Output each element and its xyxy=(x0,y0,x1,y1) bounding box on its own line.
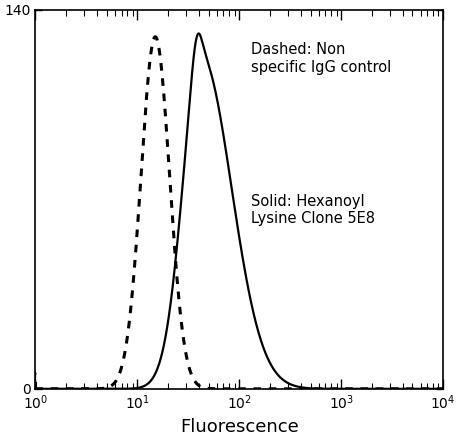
Text: Dashed: Non
specific IgG control: Dashed: Non specific IgG control xyxy=(250,42,390,74)
Text: Solid: Hexanoyl
Lysine Clone 5E8: Solid: Hexanoyl Lysine Clone 5E8 xyxy=(250,194,374,226)
X-axis label: Fluorescence: Fluorescence xyxy=(179,418,298,436)
